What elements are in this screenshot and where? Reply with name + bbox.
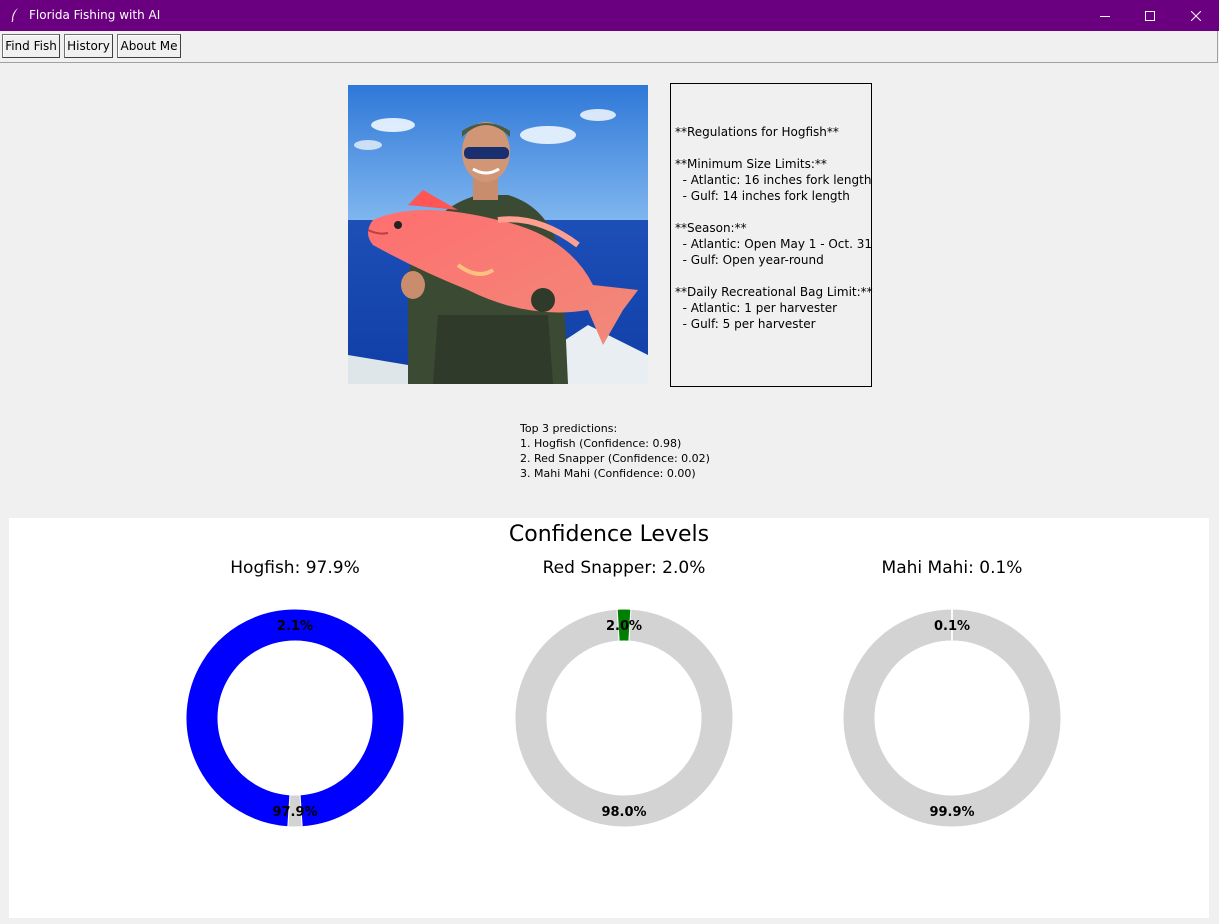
predictions-text: Top 3 predictions: 1. Hogfish (Confidenc… — [520, 422, 710, 480]
donut-title: Mahi Mahi: 0.1% — [881, 558, 1023, 578]
donut-chart: 2.1% 97.9% — [185, 608, 405, 828]
about-me-button[interactable]: About Me — [117, 34, 181, 58]
title-bar: Florida Fishing with AI — [0, 0, 1219, 31]
donut-slice-remainder — [514, 608, 734, 828]
minimize-icon — [1100, 15, 1110, 17]
donut-label-small: 2.0% — [606, 619, 642, 634]
donut-red-snapper: Red Snapper: 2.0% 2.0% 98.0% — [494, 558, 754, 858]
close-button[interactable] — [1173, 0, 1219, 31]
chart-title: Confidence Levels — [508, 522, 710, 547]
donut-label-large: 99.9% — [929, 805, 974, 820]
toolbar: Find Fish History About Me — [0, 31, 1218, 63]
window-title: Florida Fishing with AI — [29, 8, 161, 22]
donut-title: Hogfish: 97.9% — [230, 558, 360, 578]
donut-slice-value — [185, 608, 405, 828]
confidence-chart: Confidence Levels Hogfish: 97.9% 2.1% 97.… — [9, 518, 1209, 918]
maximize-button[interactable] — [1127, 0, 1173, 31]
donut-mahi-mahi: Mahi Mahi: 0.1% 0.1% 99.9% — [822, 558, 1082, 858]
find-fish-button[interactable]: Find Fish — [2, 34, 60, 58]
fish-photo — [348, 85, 648, 384]
donut-slice-value — [616, 608, 632, 642]
feather-icon — [11, 8, 18, 23]
donut-label-small: 0.1% — [934, 619, 970, 634]
donut-label-large: 97.9% — [272, 805, 317, 820]
history-button[interactable]: History — [64, 34, 113, 58]
close-icon — [1191, 10, 1201, 21]
minimize-button[interactable] — [1082, 0, 1128, 31]
donut-chart: 0.1% 99.9% — [842, 608, 1062, 828]
donut-slice-value — [951, 608, 953, 642]
donut-label-large: 98.0% — [601, 805, 646, 820]
donut-title: Red Snapper: 2.0% — [542, 558, 706, 578]
donut-slice-remainder — [842, 608, 1062, 828]
maximize-icon — [1145, 10, 1155, 21]
donut-hogfish: Hogfish: 97.9% 2.1% 97.9% — [165, 558, 425, 858]
donut-label-small: 2.1% — [277, 619, 313, 634]
regulations-panel: **Regulations for Hogfish** **Minimum Si… — [670, 83, 873, 387]
donut-chart: 2.0% 98.0% — [514, 608, 734, 828]
